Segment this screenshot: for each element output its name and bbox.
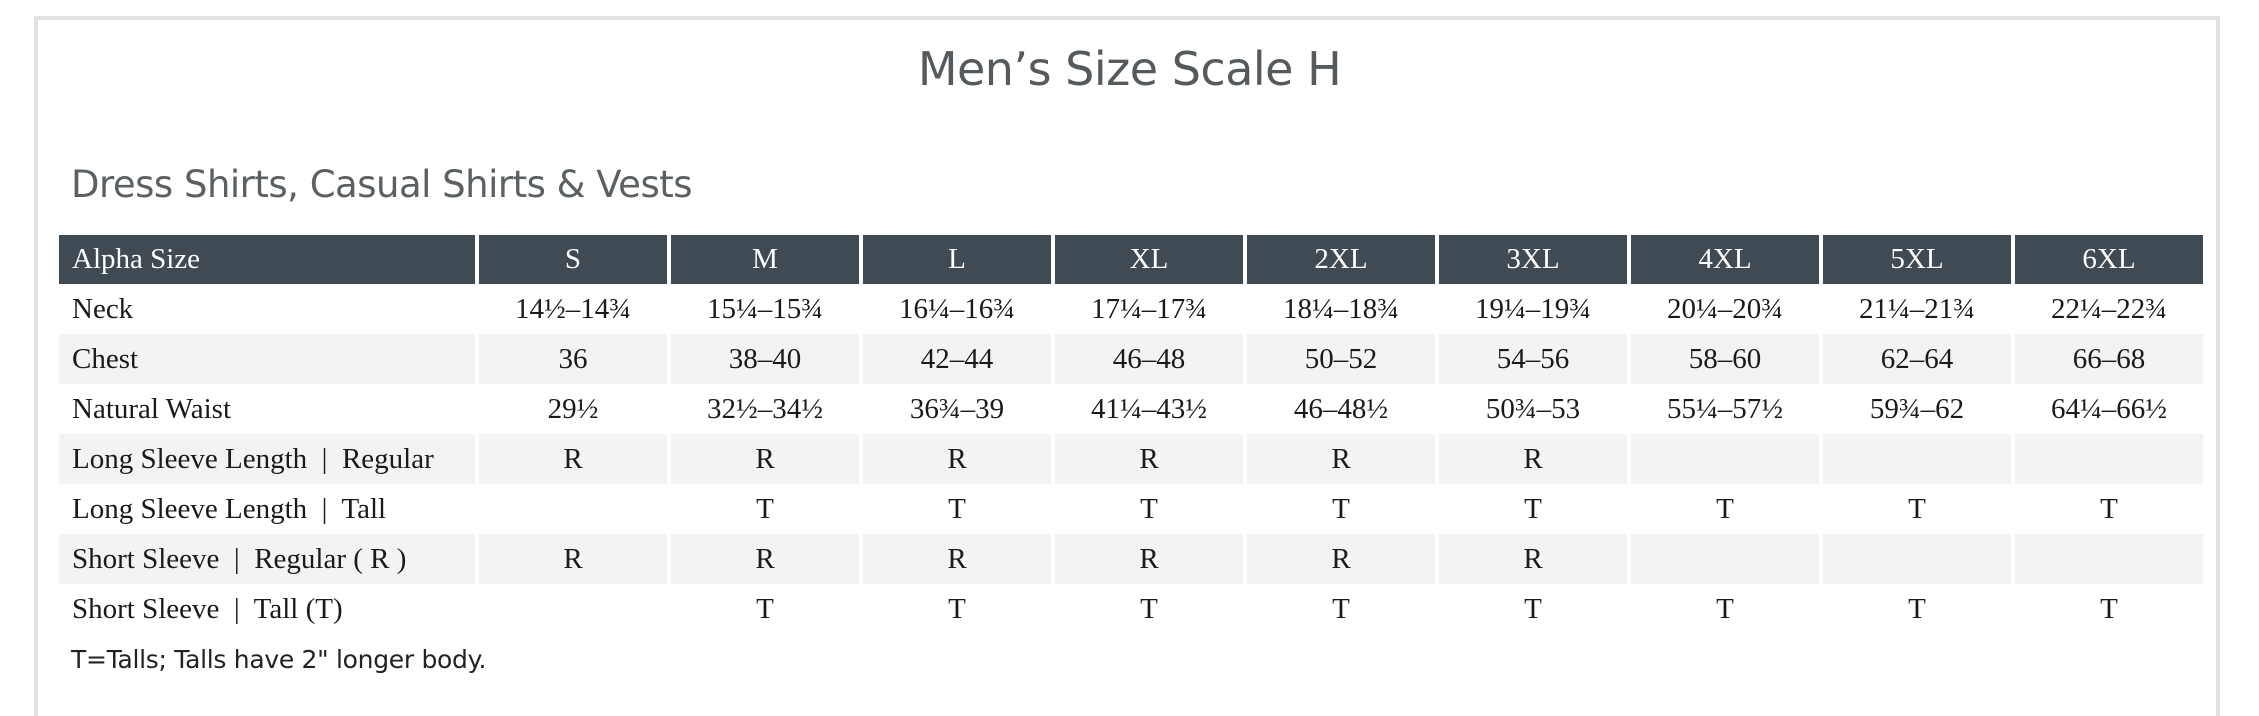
table-cell: R xyxy=(1435,434,1627,484)
table-cell: T xyxy=(1051,584,1243,634)
table-cell: T xyxy=(1435,584,1627,634)
row-label: Long Sleeve Length | Regular xyxy=(59,434,475,484)
table-cell: T xyxy=(1243,584,1435,634)
row-label: Natural Waist xyxy=(72,392,232,425)
table-cell: T xyxy=(1243,484,1435,534)
table-cell: T xyxy=(1435,484,1627,534)
row-label: Chest xyxy=(59,334,475,384)
table-cell: R xyxy=(475,534,667,584)
header-cell-alpha-size: Alpha Size xyxy=(59,235,475,284)
table-cell: 38–40 xyxy=(667,334,859,384)
table-cell: R xyxy=(1243,434,1435,484)
table-cell: 36 xyxy=(475,334,667,384)
table-cell xyxy=(1819,534,2011,584)
table-cell: 58–60 xyxy=(1627,334,1819,384)
table-row-neck: Neck 14½–14¾ 15¼–15¾ 16¼–16¾ 17¼–17¾ 18¼… xyxy=(59,284,2203,334)
footnote: T=Talls; Talls have 2" longer body. xyxy=(71,645,487,674)
table-cell: T xyxy=(667,484,859,534)
table-cell: 59¾–62 xyxy=(1819,384,2011,434)
table-cell: T xyxy=(859,584,1051,634)
section-subtitle: Dress Shirts, Casual Shirts & Vests xyxy=(71,163,693,206)
table-cell: T xyxy=(667,584,859,634)
table-cell xyxy=(1627,534,1819,584)
row-label: Short Sleeve | Tall (T) xyxy=(72,592,343,625)
table-cell: 15¼–15¾ xyxy=(667,284,859,334)
table-cell: 18¼–18¾ xyxy=(1243,284,1435,334)
table-cell: T xyxy=(2011,584,2203,634)
table-cell xyxy=(2011,434,2203,484)
table-cell: 42–44 xyxy=(859,334,1051,384)
header-cell-m: M xyxy=(667,235,859,284)
table-cell: 16¼–16¾ xyxy=(859,284,1051,334)
table-cell: 46–48½ xyxy=(1243,384,1435,434)
table-cell: T xyxy=(1627,484,1819,534)
table-cell: 29½ xyxy=(475,384,667,434)
table-cell: 20¼–20¾ xyxy=(1627,284,1819,334)
table-cell: 64¼–66½ xyxy=(2011,384,2203,434)
header-cell-xl: XL xyxy=(1051,235,1243,284)
table-cell: 62–64 xyxy=(1819,334,2011,384)
table-cell: 50¾–53 xyxy=(1435,384,1627,434)
row-label: Short Sleeve | Regular ( R ) xyxy=(59,534,475,584)
table-cell: R xyxy=(1051,434,1243,484)
table-cell: R xyxy=(1243,534,1435,584)
table-row-long-sleeve-regular: Long Sleeve Length | Regular R R R R R R xyxy=(59,434,2203,484)
table-cell: T xyxy=(1819,484,2011,534)
header-cell-4xl: 4XL xyxy=(1627,235,1819,284)
table-cell: T xyxy=(859,484,1051,534)
table-cell: 66–68 xyxy=(2011,334,2203,384)
table-cell: R xyxy=(1051,534,1243,584)
table-cell: R xyxy=(1435,534,1627,584)
table-cell: T xyxy=(1051,484,1243,534)
table-cell: R xyxy=(667,534,859,584)
table-cell: 21¼–21¾ xyxy=(1819,284,2011,334)
table-cell: 36¾–39 xyxy=(859,384,1051,434)
table-cell: T xyxy=(1627,584,1819,634)
table-cell: R xyxy=(475,434,667,484)
table-cell xyxy=(1627,434,1819,484)
table-cell: 17¼–17¾ xyxy=(1051,284,1243,334)
table-cell: T xyxy=(2011,484,2203,534)
header-row: Alpha Size S M L XL 2XL 3XL 4XL 5XL 6XL xyxy=(59,235,2203,284)
table-cell: 22¼–22¾ xyxy=(2011,284,2203,334)
table-cell: T xyxy=(1819,584,2011,634)
table-cell: R xyxy=(859,534,1051,584)
table-cell: 46–48 xyxy=(1051,334,1243,384)
table-cell: 50–52 xyxy=(1243,334,1435,384)
table-cell xyxy=(1819,434,2011,484)
size-table: Alpha Size S M L XL 2XL 3XL 4XL 5XL 6XL … xyxy=(59,235,2203,634)
header-cell-5xl: 5XL xyxy=(1819,235,2011,284)
table-cell: 54–56 xyxy=(1435,334,1627,384)
table-cell: 14½–14¾ xyxy=(475,284,667,334)
table-cell: 55¼–57½ xyxy=(1627,384,1819,434)
table-cell xyxy=(475,484,667,534)
table-cell: R xyxy=(859,434,1051,484)
table-row-short-sleeve-regular: Short Sleeve | Regular ( R ) R R R R R R xyxy=(59,534,2203,584)
header-cell-6xl: 6XL xyxy=(2011,235,2203,284)
table-row-short-sleeve-tall: Short Sleeve | Tall (T) T T T T T T T T xyxy=(59,584,2203,634)
table-row-chest: Chest 36 38–40 42–44 46–48 50–52 54–56 5… xyxy=(59,334,2203,384)
header-cell-l: L xyxy=(859,235,1051,284)
row-label: Neck xyxy=(72,292,134,325)
header-cell-s: S xyxy=(475,235,667,284)
row-label: Long Sleeve Length | Tall xyxy=(72,492,387,525)
header-cell-2xl: 2XL xyxy=(1243,235,1435,284)
table-cell: 19¼–19¾ xyxy=(1435,284,1627,334)
table-row-natural-waist: Natural Waist 29½ 32½–34½ 36¾–39 41¼–43½… xyxy=(59,384,2203,434)
page-title: Men’s Size Scale H xyxy=(917,42,1342,96)
table-row-long-sleeve-tall: Long Sleeve Length | Tall T T T T T T T … xyxy=(59,484,2203,534)
header-cell-3xl: 3XL xyxy=(1435,235,1627,284)
table-cell: 41¼–43½ xyxy=(1051,384,1243,434)
table-cell xyxy=(2011,534,2203,584)
table-cell: R xyxy=(667,434,859,484)
table-cell xyxy=(475,584,667,634)
table-cell: 32½–34½ xyxy=(667,384,859,434)
